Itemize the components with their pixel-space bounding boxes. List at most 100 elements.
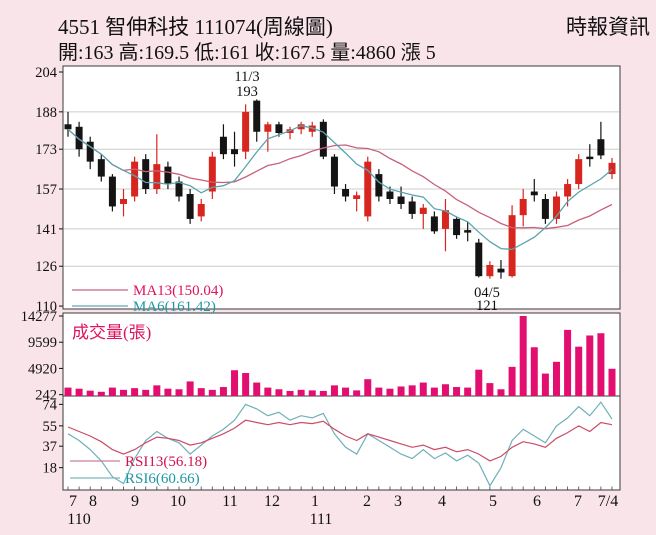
volume-bar: [541, 373, 549, 396]
volume-bar: [108, 387, 116, 396]
volume-bar: [197, 388, 205, 396]
page-title: 4551 智伸科技 111074(周線圖): [58, 15, 333, 39]
volume-bar: [608, 368, 616, 396]
candle-down: [219, 136, 227, 155]
volume-bar: [342, 387, 350, 396]
candlestick-series: [64, 99, 616, 279]
candle-down: [64, 124, 72, 130]
volume-bar: [453, 387, 461, 396]
candle-down: [108, 176, 116, 207]
volume-bar: [519, 316, 527, 396]
ma6-curve: [67, 125, 613, 251]
candle-down: [164, 166, 172, 185]
candle-down: [475, 242, 483, 277]
ma6-legend-label: MA6(161.42): [133, 299, 216, 315]
candle-up: [564, 184, 572, 197]
volume-bar: [564, 329, 572, 396]
candle-up: [153, 164, 161, 190]
candle-up: [120, 198, 128, 204]
volume-tick-label: 14277: [21, 309, 57, 325]
low-annotation-date: 04/5: [474, 285, 500, 301]
volume-bar: [75, 388, 83, 396]
candle-down: [530, 191, 538, 196]
candle-down: [541, 198, 549, 219]
volume-bar: [386, 388, 394, 396]
volume-tick-label: 242: [35, 388, 57, 404]
rsi6-curve: [67, 401, 613, 487]
candle-up: [353, 195, 361, 199]
price-panel: [62, 65, 621, 310]
candle-down: [586, 156, 594, 160]
volume-bar: [208, 389, 216, 396]
volume-bar: [575, 346, 583, 396]
candle-down: [430, 216, 438, 232]
rsi13-legend-label: RSI13(56.18): [125, 454, 207, 470]
month-label: 8: [89, 493, 97, 510]
quote-line: 開:163 高:169.5 低:161 收:167.5 量:4860 漲 5: [58, 42, 436, 64]
ma13-line: [67, 128, 613, 230]
candle-up: [552, 196, 560, 219]
rsi-line-series: [67, 401, 613, 487]
volume-bar: [153, 385, 161, 396]
month-label: 3: [394, 493, 402, 510]
candle-down: [231, 149, 239, 155]
candle-up: [364, 161, 372, 217]
volume-bar: [375, 387, 383, 396]
month-label: 2: [363, 493, 371, 510]
volume-bar: [430, 387, 438, 396]
price-axis-labels: 204 188 173 157 141 126 110: [35, 65, 63, 315]
candle-down: [375, 174, 383, 197]
candle-up: [608, 162, 616, 175]
price-tick-label: 141: [35, 222, 57, 238]
candle-down: [86, 141, 94, 162]
candle-down: [453, 218, 461, 236]
volume-bar: [97, 391, 105, 396]
price-tick-label: 126: [35, 259, 57, 275]
high-annotation-date: 11/3: [234, 69, 259, 85]
candle-up: [197, 203, 205, 217]
volume-bar: [64, 387, 72, 396]
volume-bar: [231, 370, 239, 396]
volume-bar: [475, 369, 483, 396]
month-label: 4: [438, 493, 446, 510]
candle-up: [131, 161, 139, 197]
volume-bar: [253, 382, 261, 396]
year-label: 110: [67, 511, 90, 528]
high-annotation-value: 193: [236, 84, 258, 100]
volume-bar: [464, 387, 472, 396]
volume-bar: [131, 388, 139, 396]
volume-bar: [530, 347, 538, 396]
volume-bar: [419, 382, 427, 396]
volume-bar: [586, 335, 594, 396]
candle-up: [208, 156, 216, 192]
volume-bar: [308, 390, 316, 396]
month-label: 5: [489, 493, 497, 510]
volume-bar: [441, 384, 449, 396]
candle-up: [508, 215, 516, 277]
price-tick-label: 157: [35, 182, 57, 198]
price-tick-label: 110: [36, 299, 57, 315]
volume-bar: [275, 389, 283, 396]
month-label: 7: [69, 493, 77, 510]
ma13-legend-label: MA13(150.04): [133, 283, 223, 299]
volume-bar: [186, 381, 194, 396]
volume-tick-label: 9599: [28, 335, 57, 351]
price-tick-label: 204: [35, 65, 58, 81]
rsi-tick-label: 37: [43, 439, 58, 455]
volume-bar: [175, 389, 183, 396]
candle-up: [264, 124, 272, 132]
candle-up: [519, 198, 527, 216]
volume-bar: [364, 379, 372, 396]
volume-tick-label: 4920: [28, 361, 57, 377]
volume-bar: [164, 388, 172, 396]
volume-bar: [297, 389, 305, 396]
candle-down: [386, 191, 394, 199]
month-label: 10: [170, 493, 186, 510]
volume-bar: [408, 385, 416, 396]
candle-down: [342, 189, 350, 197]
candle-down: [319, 121, 327, 157]
volume-bar: [319, 390, 327, 396]
